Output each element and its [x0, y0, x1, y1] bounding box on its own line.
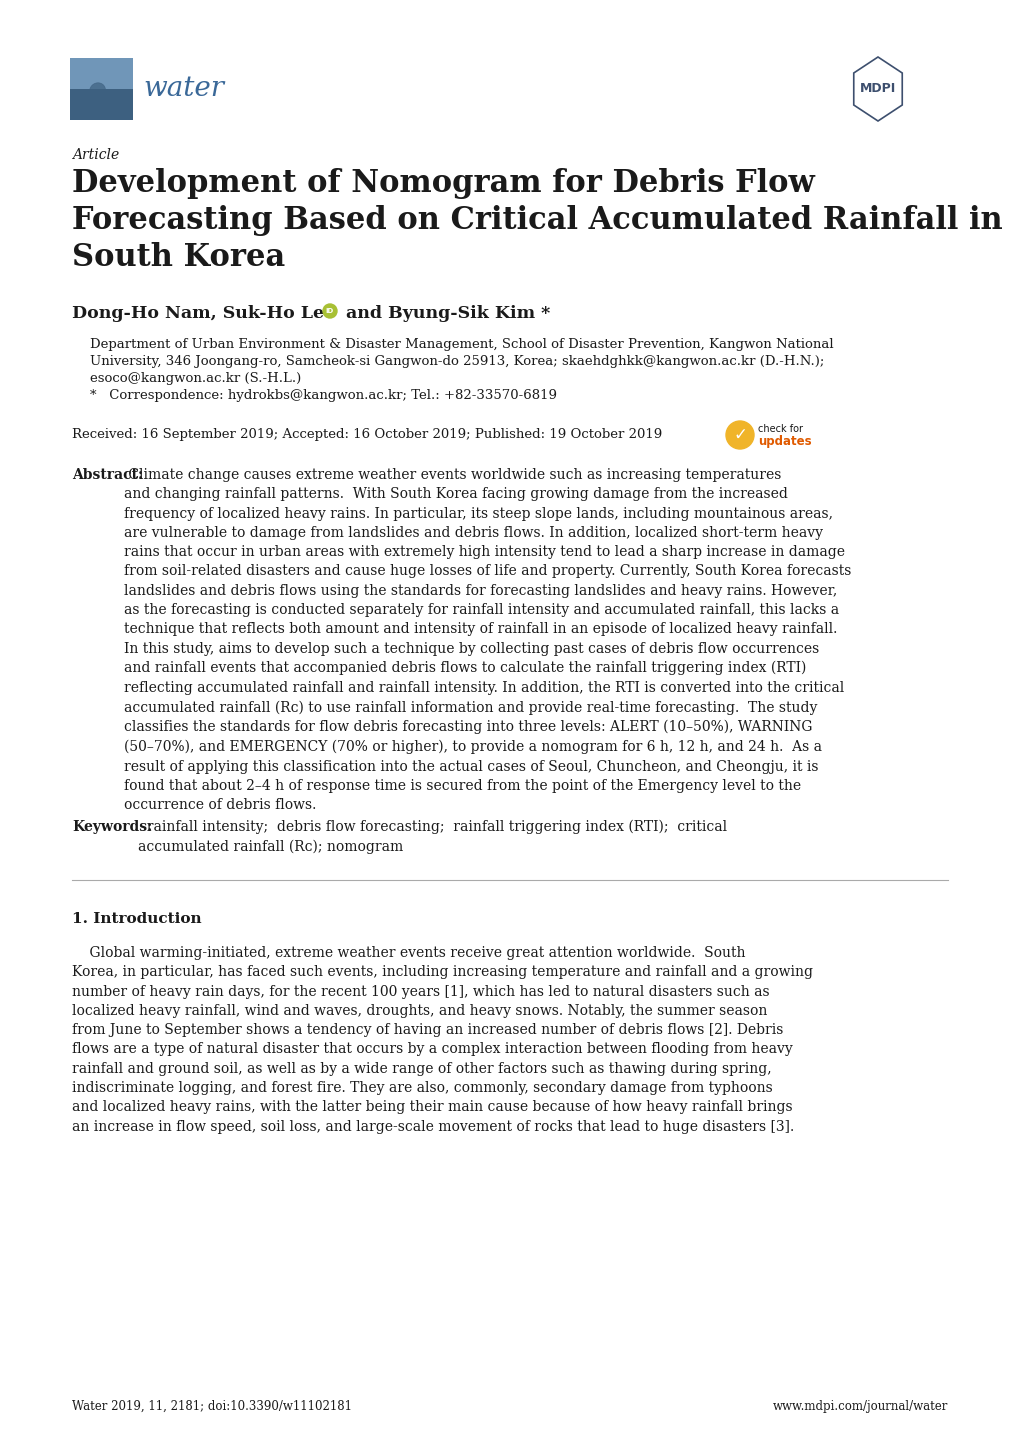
Text: Climate change causes extreme weather events worldwide such as increasing temper: Climate change causes extreme weather ev…: [124, 469, 851, 812]
Circle shape: [726, 421, 753, 448]
Text: MDPI: MDPI: [859, 82, 896, 95]
Circle shape: [323, 304, 336, 319]
Text: 1. Introduction: 1. Introduction: [72, 911, 202, 926]
Text: water: water: [143, 75, 224, 102]
Text: Global warming-initiated, extreme weather events receive great attention worldwi: Global warming-initiated, extreme weathe…: [72, 946, 812, 1133]
Text: Abstract:: Abstract:: [72, 469, 143, 482]
Polygon shape: [70, 58, 132, 89]
Text: Dong-Ho Nam, Suk-Ho Lee: Dong-Ho Nam, Suk-Ho Lee: [72, 306, 335, 322]
Text: *   Correspondence: hydrokbs@kangwon.ac.kr; Tel.: +82-33570-6819: * Correspondence: hydrokbs@kangwon.ac.kr…: [90, 389, 556, 402]
Text: University, 346 Joongang-ro, Samcheok-si Gangwon-do 25913, Korea; skaehdghkk@kan: University, 346 Joongang-ro, Samcheok-si…: [90, 355, 823, 368]
Polygon shape: [90, 82, 105, 101]
Text: updates: updates: [757, 435, 811, 448]
Text: Article: Article: [72, 149, 119, 162]
Text: Development of Nomogram for Debris Flow: Development of Nomogram for Debris Flow: [72, 169, 814, 199]
Text: and Byung-Sik Kim *: and Byung-Sik Kim *: [339, 306, 549, 322]
Text: Forecasting Based on Critical Accumulated Rainfall in: Forecasting Based on Critical Accumulate…: [72, 205, 1002, 236]
Text: Received: 16 September 2019; Accepted: 16 October 2019; Published: 19 October 20: Received: 16 September 2019; Accepted: 1…: [72, 428, 661, 441]
Text: rainfall intensity;  debris flow forecasting;  rainfall triggering index (RTI); : rainfall intensity; debris flow forecast…: [138, 820, 727, 854]
Text: iD: iD: [325, 309, 334, 314]
Text: esoco@kangwon.ac.kr (S.-H.L.): esoco@kangwon.ac.kr (S.-H.L.): [90, 372, 301, 385]
Text: Department of Urban Environment & Disaster Management, School of Disaster Preven: Department of Urban Environment & Disast…: [90, 337, 833, 350]
Text: ✓: ✓: [733, 425, 746, 444]
Text: Water 2019, 11, 2181; doi:10.3390/w11102181: Water 2019, 11, 2181; doi:10.3390/w11102…: [72, 1400, 352, 1413]
Polygon shape: [70, 89, 132, 120]
Text: South Korea: South Korea: [72, 242, 285, 273]
Text: Keywords:: Keywords:: [72, 820, 152, 833]
Text: check for: check for: [757, 424, 802, 434]
Text: www.mdpi.com/journal/water: www.mdpi.com/journal/water: [771, 1400, 947, 1413]
